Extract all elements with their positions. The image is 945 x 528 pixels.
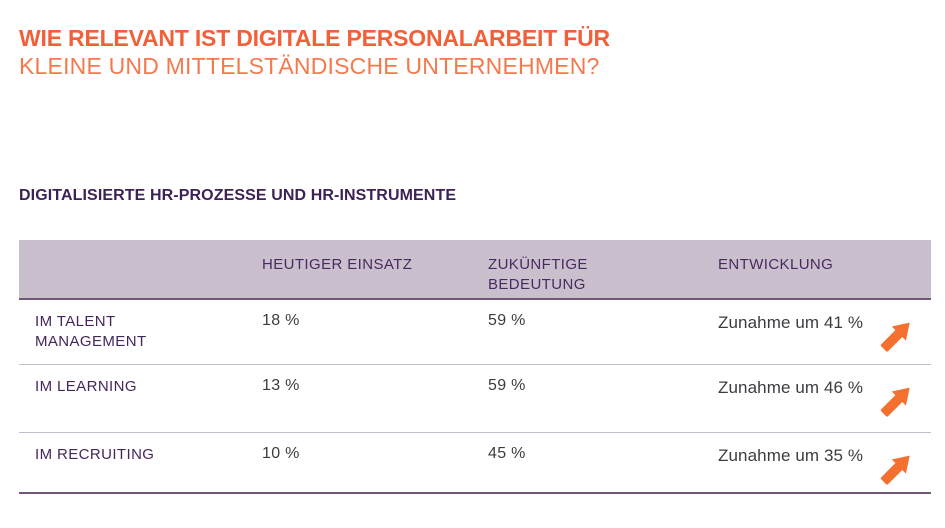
row-label: IM TALENT MANAGEMENT [35, 313, 147, 350]
table-row-recruiting: IM RECRUITING 10 % 45 % Zunahme um 35 % [19, 432, 931, 494]
page-title: WIE RELEVANT IST DIGITALE PERSONALARBEIT… [19, 24, 610, 80]
trend-up-arrow-icon [876, 380, 917, 421]
heutiger-einsatz-value: 13 % [262, 377, 300, 394]
table-row-learning: IM LEARNING 13 % 59 % Zunahme um 46 % [19, 364, 931, 432]
entwicklung-text: Zunahme um 41 % [718, 313, 864, 332]
heutiger-einsatz-value: 18 % [262, 312, 300, 329]
trend-up-arrow-icon [876, 315, 917, 356]
zukuenftige-bedeutung-value: 45 % [488, 445, 526, 462]
trend-up-arrow-icon [876, 448, 917, 489]
page-title-line1: WIE RELEVANT IST DIGITALE PERSONALARBEIT… [19, 25, 610, 51]
hr-processes-table: HEUTIGER EINSATZ ZUKÜNFTIGE BEDEUTUNG EN… [19, 240, 931, 494]
zukuenftige-bedeutung-value: 59 % [488, 377, 526, 394]
table-header-row: HEUTIGER EINSATZ ZUKÜNFTIGE BEDEUTUNG EN… [19, 240, 931, 300]
table-row-talent-management: IM TALENT MANAGEMENT 18 % 59 % Zunahme u… [19, 300, 931, 364]
zukuenftige-bedeutung-value: 59 % [488, 312, 526, 329]
row-label: IM RECRUITING [35, 446, 155, 463]
entwicklung-text: Zunahme um 46 % [718, 378, 864, 397]
column-header-entwicklung: ENTWICKLUNG [718, 256, 834, 273]
entwicklung-cell: Zunahme um 41 % [702, 300, 931, 364]
heutiger-einsatz-value: 10 % [262, 445, 300, 462]
column-header-zukuenftige-bedeutung: ZUKÜNFTIGE BEDEUTUNG [488, 256, 588, 293]
entwicklung-cell: Zunahme um 35 % [702, 433, 931, 492]
column-header-heutiger-einsatz: HEUTIGER EINSATZ [262, 256, 413, 273]
entwicklung-text: Zunahme um 35 % [718, 446, 864, 465]
row-label: IM LEARNING [35, 378, 137, 395]
section-title: DIGITALISIERTE HR-PROZESSE UND HR-INSTRU… [19, 187, 457, 204]
entwicklung-cell: Zunahme um 46 % [702, 365, 931, 432]
page-title-line2: KLEINE UND MITTELSTÄNDISCHE UNTERNEHMEN? [19, 53, 600, 79]
column-header-empty [19, 240, 246, 298]
